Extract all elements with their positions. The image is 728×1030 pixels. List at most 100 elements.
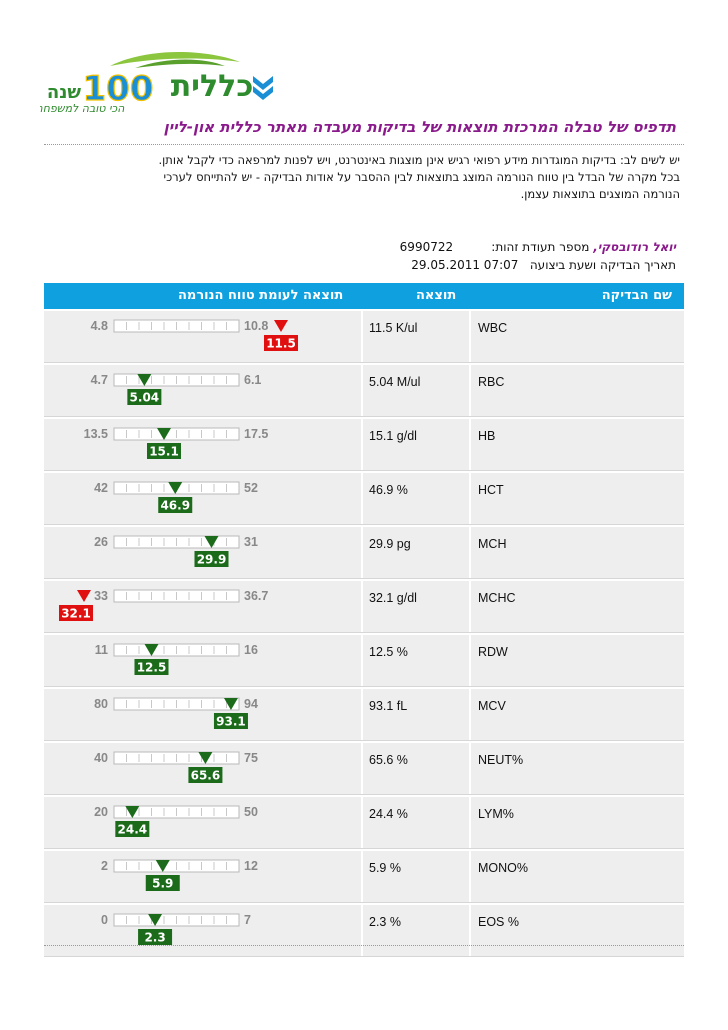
range-gauge: 29.9 <box>113 535 240 567</box>
test-name: MCH <box>478 537 507 551</box>
test-name: NEUT% <box>478 753 524 767</box>
range-min: 42 <box>94 481 108 495</box>
range-max: 7 <box>244 913 251 927</box>
result-label: 29.9 <box>197 553 227 567</box>
result-label-bg <box>264 335 298 351</box>
notice-text: יש לשים לב: בדיקות המוגדרות מידע רפואי ר… <box>50 152 680 203</box>
test-name-cell <box>471 905 684 956</box>
result-marker <box>274 320 288 332</box>
test-name-cell <box>471 527 684 578</box>
test-name-cell <box>471 851 684 902</box>
table-row: 5.04 RBC 5.04 M/ul 4.7 6.1 <box>44 365 684 417</box>
result-label: 11.5 <box>266 337 296 351</box>
result-label: 24.4 <box>118 823 148 837</box>
result-label: 93.1 <box>216 715 246 729</box>
table-row: 65.6 NEUT% 65.6 % 40 75 <box>44 743 684 795</box>
result-cell <box>363 689 469 740</box>
table-row: 5.9 MONO% 5.9 % 2 12 <box>44 851 684 903</box>
range-max: 36.7 <box>244 589 269 603</box>
result-cell <box>363 419 469 470</box>
range-gauge: 2.3 <box>113 913 240 945</box>
test-result: 12.5 % <box>369 645 408 659</box>
test-result: 32.1 g/dl <box>369 591 417 605</box>
test-name-cell <box>471 581 684 632</box>
result-label: 5.04 <box>130 391 160 405</box>
test-name: MONO% <box>478 861 528 875</box>
range-gauge: 46.9 <box>113 481 240 513</box>
result-label-bg <box>147 443 181 459</box>
range-max: 75 <box>244 751 258 765</box>
range-gauge: 32.1 <box>59 589 240 621</box>
result-cell <box>363 473 469 524</box>
table-row: 2.3 EOS % 2.3 % 0 7 <box>44 905 684 957</box>
range-gauge: 12.5 <box>113 643 240 675</box>
notice-line: בכל מקרה של הבדל בין טווח הנורמה המוצג ב… <box>163 170 680 184</box>
result-marker <box>223 698 238 710</box>
range-gauge: 93.1 <box>113 697 248 729</box>
result-label: 65.6 <box>191 769 221 783</box>
notice-line: יש לשים לב: בדיקות המוגדרות מידע רפואי ר… <box>158 153 680 167</box>
test-name-cell <box>471 311 684 362</box>
test-result: 2.3 % <box>369 915 401 929</box>
table-row: 29.9 MCH 29.9 pg 26 31 <box>44 527 684 579</box>
footer-divider <box>44 945 684 946</box>
result-marker <box>144 644 159 656</box>
result-cell <box>363 905 469 956</box>
result-marker <box>198 752 213 764</box>
range-max: 6.1 <box>244 373 262 387</box>
result-cell <box>363 743 469 794</box>
id-value: 6990722 <box>399 240 454 254</box>
range-max: 10.8 <box>244 319 269 333</box>
test-name: RBC <box>478 375 505 389</box>
test-result: 15.1 g/dl <box>369 429 417 443</box>
result-marker <box>148 914 163 926</box>
range-min: 80 <box>94 697 108 711</box>
logo-text: כללית <box>171 69 254 104</box>
result-label-bg <box>188 767 223 783</box>
header-range: תוצאה לעומת טווח הנורמה <box>178 288 344 303</box>
result-cell <box>363 635 469 686</box>
result-cell <box>363 851 469 902</box>
result-cell <box>363 581 469 632</box>
test-result: 46.9 % <box>369 483 408 497</box>
range-max: 12 <box>244 859 258 873</box>
range-min: 20 <box>94 805 108 819</box>
result-label-bg <box>59 605 93 621</box>
result-marker <box>155 860 170 872</box>
range-min: 26 <box>94 535 108 549</box>
id-label: מספר תעודת זהות: <box>491 240 590 254</box>
test-name: WBC <box>478 321 508 335</box>
range-max: 50 <box>244 805 258 819</box>
result-label-bg <box>158 497 193 513</box>
test-name-cell <box>471 635 684 686</box>
range-min: 40 <box>94 751 108 765</box>
clalit-symbol-icon <box>253 76 273 100</box>
patient-info: יואל רודובסקי, מספר תעודת זהות: 6990722 … <box>400 238 676 274</box>
test-result: 5.04 M/ul <box>369 375 421 389</box>
result-label-bg <box>115 821 150 837</box>
page-title: תדפיס של טבלה המרכזת תוצאות של בדיקות מע… <box>163 118 676 136</box>
result-label-bg <box>213 713 248 729</box>
range-min: 0 <box>101 913 108 927</box>
result-label-bg <box>134 659 169 675</box>
result-marker <box>77 590 91 602</box>
patient-name: יואל רודובסקי, <box>593 240 676 254</box>
test-result: 5.9 % <box>369 861 401 875</box>
range-min: 4.7 <box>90 373 108 387</box>
test-name-cell <box>471 419 684 470</box>
result-label: 5.9 <box>152 877 173 891</box>
result-label-bg <box>145 875 180 891</box>
range-min: 2 <box>101 859 108 873</box>
range-max: 17.5 <box>244 427 269 441</box>
test-name-cell <box>471 689 684 740</box>
result-cell <box>363 797 469 848</box>
test-name-cell <box>471 365 684 416</box>
range-gauge: 65.6 <box>113 751 240 783</box>
table-row: 93.1 MCV 93.1 fL 80 94 <box>44 689 684 741</box>
result-marker <box>137 374 152 386</box>
date-value: 29.05.2011 07:07 <box>411 258 519 272</box>
header-test-name: שם הבדיקה <box>601 288 672 303</box>
result-cell <box>363 311 469 362</box>
test-result: 93.1 fL <box>369 699 408 713</box>
tagline: הכי טובה למשפחה <box>40 102 125 115</box>
